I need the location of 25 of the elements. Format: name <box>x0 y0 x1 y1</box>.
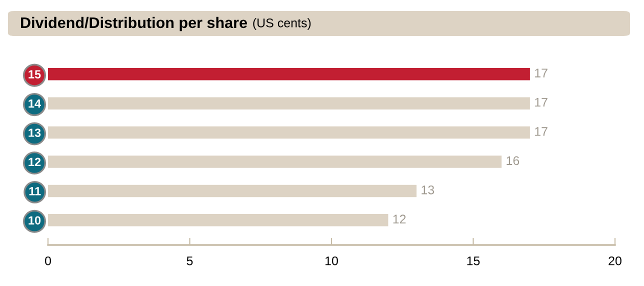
data-label: 17 <box>535 68 548 78</box>
data-label: 17 <box>535 98 548 107</box>
bar <box>48 156 502 168</box>
bar <box>48 97 530 110</box>
x-tick-label: 5 <box>186 256 193 266</box>
chart-subtitle: (US cents) <box>253 18 311 30</box>
y-tick-label: 15 <box>28 70 41 79</box>
data-label: 13 <box>422 185 434 194</box>
y-tick-label: 10 <box>28 216 41 225</box>
x-tick-label: 10 <box>326 256 338 266</box>
data-label: 16 <box>506 156 520 166</box>
x-tick-label: 15 <box>467 256 480 266</box>
bar <box>48 126 530 139</box>
y-tick-label: 11 <box>29 187 41 196</box>
y-tick-label: 12 <box>28 158 41 166</box>
chart-title: Dividend/Distribution per share <box>21 16 247 32</box>
bar <box>48 68 530 80</box>
y-tick-label: 13 <box>28 128 41 137</box>
bar <box>48 184 417 198</box>
x-tick-label: 20 <box>608 256 622 266</box>
data-label: 12 <box>393 214 406 224</box>
bar <box>48 214 388 226</box>
data-label: 17 <box>535 127 548 136</box>
x-tick-label: 0 <box>45 256 51 266</box>
y-tick-label: 14 <box>28 99 41 108</box>
